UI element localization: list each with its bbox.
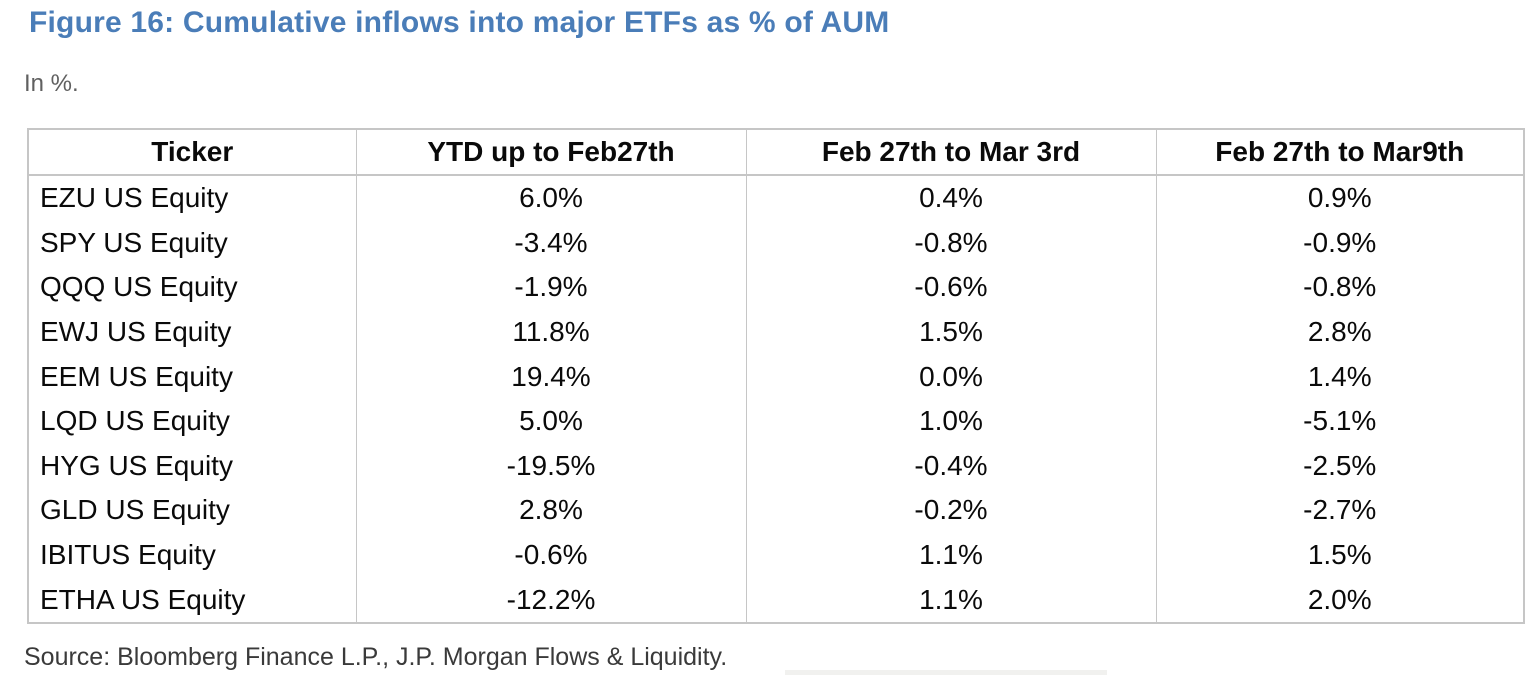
cell-value: 1.5%: [745, 309, 1156, 355]
cell-value: 0.0%: [745, 354, 1156, 399]
cell-value: 1.4%: [1155, 354, 1524, 399]
cell-ticker: EWJ US Equity: [40, 316, 232, 348]
cell-value: -0.2%: [745, 488, 1156, 533]
etf-flows-table: Ticker YTD up to Feb27th Feb 27th to Mar…: [27, 128, 1525, 624]
cell-ticker: SPY US Equity: [40, 226, 228, 258]
cell-value: -0.6%: [745, 265, 1156, 310]
table-row: QQQ US Equity -1.9% -0.6% -0.8%: [28, 265, 1524, 310]
cell-value: -2.7%: [1155, 488, 1524, 533]
cell-value: -0.8%: [745, 220, 1156, 266]
cell-ticker: IBITUS Equity: [40, 539, 216, 571]
cell-value: -0.6%: [355, 532, 746, 578]
cropped-element-fragment: [785, 670, 1107, 675]
cell-value: -0.9%: [1155, 220, 1524, 266]
column-header-ticker: Ticker: [28, 129, 356, 176]
cell-value: 19.4%: [355, 354, 746, 399]
cell-value: -1.9%: [355, 265, 746, 310]
cell-value: -12.2%: [355, 577, 746, 623]
table-row: SPY US Equity -3.4% -0.8% -0.9%: [28, 220, 1524, 266]
cell-ticker: EZU US Equity: [40, 182, 229, 214]
table-row: HYG US Equity -19.5% -0.4% -2.5%: [28, 443, 1524, 489]
cell-ticker: ETHA US Equity: [40, 583, 246, 615]
table-row: GLD US Equity 2.8% -0.2% -2.7%: [28, 488, 1524, 533]
cell-value: 1.1%: [745, 577, 1156, 623]
table-row: LQD US Equity 5.0% 1.0% -5.1%: [28, 398, 1524, 444]
cell-value: 11.8%: [355, 309, 746, 355]
source-attribution: Source: Bloomberg Finance L.P., J.P. Mor…: [24, 643, 728, 671]
cell-ticker: EEM US Equity: [40, 360, 233, 392]
figure-title: Figure 16: Cumulative inflows into major…: [29, 6, 890, 39]
figure-unit-label: In %.: [24, 70, 79, 97]
cell-value: 2.0%: [1155, 577, 1524, 623]
cell-value: 5.0%: [355, 398, 746, 444]
cell-value: -0.4%: [745, 443, 1156, 489]
cell-value: -3.4%: [355, 220, 746, 266]
table-row: IBITUS Equity -0.6% 1.1% 1.5%: [28, 532, 1524, 578]
cell-value: -5.1%: [1155, 398, 1524, 444]
cell-value: 1.0%: [745, 398, 1156, 444]
column-header-ytd: YTD up to Feb27th: [355, 129, 746, 176]
table-row: EEM US Equity 19.4% 0.0% 1.4%: [28, 354, 1524, 399]
table-row: ETHA US Equity -12.2% 1.1% 2.0%: [28, 577, 1524, 623]
table-header-row: Ticker YTD up to Feb27th Feb 27th to Mar…: [28, 129, 1524, 176]
cell-ticker: HYG US Equity: [40, 449, 233, 481]
column-header-feb27-mar9: Feb 27th to Mar9th: [1155, 129, 1524, 176]
table-row: EZU US Equity 6.0% 0.4% 0.9%: [28, 175, 1524, 221]
cell-ticker: GLD US Equity: [40, 494, 230, 526]
cell-value: -2.5%: [1155, 443, 1524, 489]
table-row: EWJ US Equity 11.8% 1.5% 2.8%: [28, 309, 1524, 355]
cell-value: 0.4%: [745, 175, 1156, 221]
cell-value: 1.5%: [1155, 532, 1524, 578]
cell-value: 2.8%: [355, 488, 746, 533]
cell-value: -19.5%: [355, 443, 746, 489]
cell-value: -0.8%: [1155, 265, 1524, 310]
cell-value: 6.0%: [355, 175, 746, 221]
cell-ticker: LQD US Equity: [40, 405, 230, 437]
column-header-feb27-mar3: Feb 27th to Mar 3rd: [745, 129, 1156, 176]
cell-value: 0.9%: [1155, 175, 1524, 221]
cell-value: 1.1%: [745, 532, 1156, 578]
cell-ticker: QQQ US Equity: [40, 271, 238, 303]
cell-value: 2.8%: [1155, 309, 1524, 355]
